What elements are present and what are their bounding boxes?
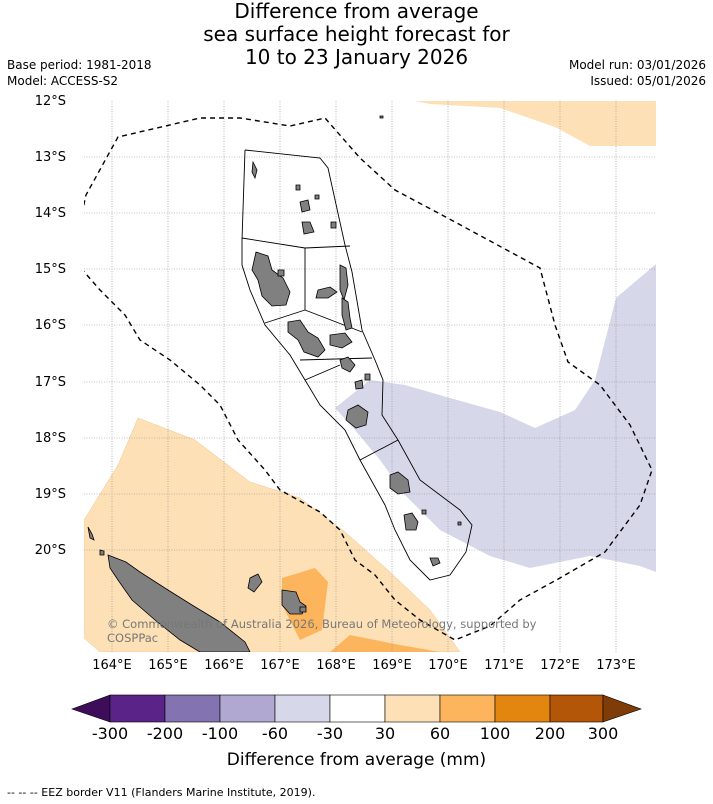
island-malekula (287, 319, 326, 358)
copyright-notice: © Commonwealth of Australia 2026, Bureau… (107, 617, 537, 645)
island-small-c (330, 221, 337, 229)
colorbar-title: Difference from average (mm) (226, 750, 487, 770)
island-gaua (299, 199, 311, 213)
colorbar (71, 694, 642, 723)
lat-label-13s: 13°S (34, 150, 66, 165)
island-small-d (277, 269, 285, 277)
meta-right: Model run: 03/01/2026 Issued: 05/01/2026 (569, 57, 706, 89)
island-pentecost (341, 297, 353, 331)
map-area (84, 101, 656, 652)
title-line-3: 10 to 23 January 2026 (244, 45, 469, 69)
colorbar-tick-0: -300 (91, 724, 129, 743)
island-belep (87, 526, 95, 541)
colorbar-tick-1: -200 (146, 724, 184, 743)
colorbar-segment-3 (219, 694, 276, 723)
island-new-caledonia (107, 554, 251, 652)
island-loyalty-b (247, 573, 263, 593)
lat-label-17s: 17°S (34, 375, 66, 390)
base-period: Base period: 1981-2018 (7, 58, 152, 72)
colorbar-segment-1 (109, 694, 166, 723)
colorbar-tick-4: -30 (316, 724, 344, 743)
lon-label-169e: 169°E (372, 658, 412, 673)
colorbar-segment-9 (549, 694, 604, 723)
island-small-g (421, 509, 427, 515)
island-tanna (403, 512, 419, 531)
lon-label-172e: 172°E (540, 658, 580, 673)
island-small-h (457, 521, 462, 526)
meta-left: Base period: 1981-2018 Model: ACCESS-S2 (7, 57, 152, 89)
island-small-a (295, 184, 301, 191)
gridlines (84, 101, 656, 652)
lat-label-16s: 16°S (34, 318, 66, 333)
lat-label-14s: 14°S (34, 206, 66, 221)
colorbar-segment-2 (164, 694, 221, 723)
lon-label-171e: 171°E (484, 658, 524, 673)
island-maewo (339, 264, 349, 302)
province-boundaries (241, 149, 473, 581)
lat-label-12s: 12°S (34, 94, 66, 109)
model-run: Model run: 03/01/2026 (568, 58, 706, 72)
lon-label-170e: 170°E (428, 658, 468, 673)
lon-label-168e: 168°E (316, 658, 356, 673)
island-small-f (364, 373, 371, 381)
colorbar-tick-5: 30 (374, 724, 396, 743)
island-efate (345, 404, 369, 429)
island-small-nc (99, 549, 105, 556)
lat-label-15s: 15°S (34, 262, 66, 277)
anomaly-region-60-100-b (330, 635, 440, 652)
eez-legend-note: -- -- -- EEZ border V11 (Flanders Marine… (7, 786, 316, 799)
anomaly-region-30-60-north (415, 101, 656, 146)
colorbar-segment-6 (384, 694, 441, 723)
island-ambrym (329, 332, 353, 349)
colorbar-segment-5 (329, 694, 386, 723)
colorbar-segment-7 (439, 694, 496, 723)
lat-label-18s: 18°S (34, 431, 66, 446)
colorbar-tick-7: 100 (479, 724, 511, 743)
island-small-north (379, 115, 384, 119)
island-small-b (314, 194, 320, 200)
colorbar-tick-6: 60 (429, 724, 451, 743)
island-small-e (354, 379, 364, 390)
land-islands (87, 115, 462, 652)
colorbar-segment-0 (71, 694, 111, 723)
island-ambae (315, 286, 338, 299)
island-epi (339, 356, 356, 373)
anomaly-region-60-100-a (282, 568, 328, 640)
lat-label-20s: 20°S (34, 543, 66, 558)
anomaly-region-neg30-neg60 (335, 264, 656, 572)
colorbar-segment-8 (494, 694, 551, 723)
colorbar-tick-3: -60 (261, 724, 289, 743)
island-torres (251, 160, 258, 180)
colorbar-tick-2: -100 (201, 724, 239, 743)
lon-label-166e: 166°E (204, 658, 244, 673)
lon-label-165e: 165°E (148, 658, 188, 673)
island-espiritu-santo (251, 251, 291, 307)
map-title: Difference from average sea surface heig… (0, 0, 713, 69)
issued-date: Issued: 05/01/2026 (590, 74, 706, 88)
lon-label-173e: 173°E (596, 658, 636, 673)
lon-label-167e: 167°E (260, 658, 300, 673)
island-aneityum (429, 557, 441, 567)
island-vanua-lava (301, 221, 315, 235)
colorbar-tick-8: 200 (534, 724, 566, 743)
lat-label-19s: 19°S (34, 487, 66, 502)
colorbar-segment-4 (274, 694, 331, 723)
colorbar-tick-9: 300 (587, 724, 619, 743)
island-small-nc2 (299, 606, 307, 613)
anomaly-region-30-60-south (84, 417, 461, 652)
title-line-1: Difference from average (234, 0, 479, 23)
island-erromango (389, 471, 411, 495)
colorbar-segment-10 (602, 694, 642, 723)
title-line-2: sea surface height forecast for (203, 22, 510, 46)
lon-label-164e: 164°E (92, 658, 132, 673)
model-name: Model: ACCESS-S2 (7, 74, 119, 88)
